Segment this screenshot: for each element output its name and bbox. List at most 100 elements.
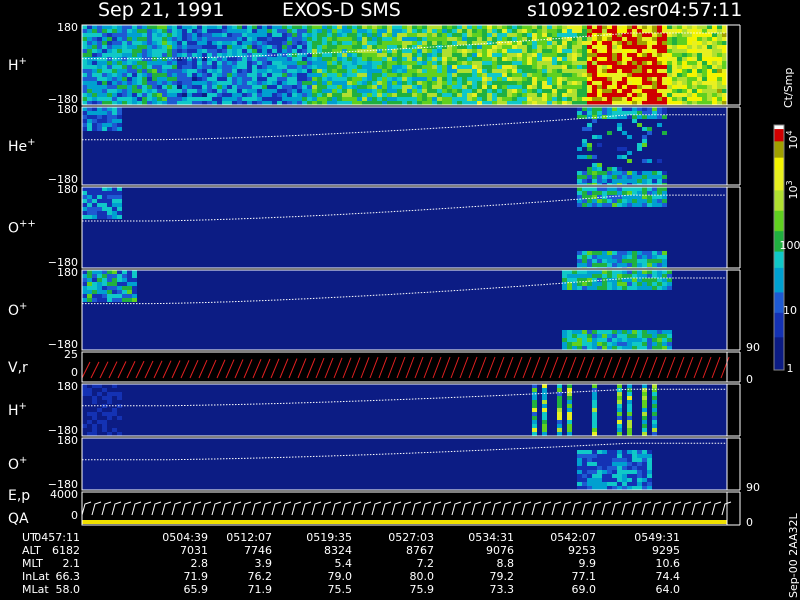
spectrogram-cell: [672, 101, 677, 105]
spectrogram-cell: [97, 53, 102, 57]
spectrogram-cell: [697, 65, 702, 69]
spectrogram-cell: [542, 392, 547, 396]
spectrogram-cell: [482, 73, 487, 77]
spectrogram-cell: [562, 286, 567, 290]
spectrogram-cell: [242, 77, 247, 81]
spectrogram-cell: [277, 97, 282, 101]
spectrogram-cell: [477, 57, 482, 61]
spectrogram-cell: [647, 346, 652, 350]
spectrogram-cell: [472, 29, 477, 33]
spectrogram-cell: [347, 45, 352, 49]
spectrogram-cell: [627, 199, 632, 203]
spectrogram-cell: [247, 93, 252, 97]
spectrogram-cell: [637, 77, 642, 81]
spectrogram-cell: [367, 49, 372, 53]
spectrogram-cell: [637, 85, 642, 89]
spectrogram-cell: [127, 37, 132, 41]
spectrogram-cell: [602, 45, 607, 49]
spectrogram-cell: [227, 33, 232, 37]
spectrogram-cell: [602, 69, 607, 73]
spectrogram-cell: [167, 93, 172, 97]
spectrogram-cell: [597, 25, 602, 29]
spectrogram-cell: [342, 53, 347, 57]
table-cell: 10.6: [656, 557, 681, 570]
spectrogram-cell: [652, 45, 657, 49]
spectrogram-cell: [577, 77, 582, 81]
spectrogram-cell: [617, 195, 622, 199]
spectrogram-cell: [637, 179, 642, 183]
spectrogram-cell: [117, 392, 122, 396]
spectrogram-cell: [142, 25, 147, 29]
spectrogram-cell: [582, 191, 587, 195]
spectrogram-cell: [322, 93, 327, 97]
spectrogram-cell: [267, 93, 272, 97]
spectrogram-cell: [222, 25, 227, 29]
spectrogram-cell: [357, 25, 362, 29]
spectrogram-cell: [332, 41, 337, 45]
spectrogram-cell: [117, 211, 122, 215]
spectrogram-cell: [682, 101, 687, 105]
spectrogram-cell: [297, 97, 302, 101]
spectrogram-cell: [717, 81, 722, 85]
spectrogram-cell: [197, 85, 202, 89]
spectrogram-cell: [657, 93, 662, 97]
spectrogram-cell: [462, 25, 467, 29]
spectrogram-cell: [267, 57, 272, 61]
colorbar-cell: [774, 296, 784, 302]
spectrogram-cell: [522, 97, 527, 101]
spectrogram-cell: [122, 286, 127, 290]
spectrogram-cell: [707, 61, 712, 65]
spectrogram-cell: [612, 115, 617, 119]
spectrogram-cell: [577, 25, 582, 29]
spectrogram-cell: [537, 45, 542, 49]
spectrogram-cell: [437, 41, 442, 45]
spectrogram-cell: [502, 41, 507, 45]
spectrogram-cell: [87, 65, 92, 69]
spectrogram-cell: [592, 61, 597, 65]
spectrogram-cell: [107, 424, 112, 428]
spectrogram-cell: [712, 29, 717, 33]
spectrogram-cell: [597, 29, 602, 33]
spectrogram-cell: [347, 25, 352, 29]
spectrogram-cell: [602, 81, 607, 85]
spectrogram-cell: [577, 147, 582, 151]
spectrogram-cell: [577, 199, 582, 203]
table-cell: 69.0: [572, 583, 597, 596]
spectrogram-cell: [637, 462, 642, 466]
spectrogram-cell: [102, 270, 107, 274]
spectrogram-cell: [427, 69, 432, 73]
spectrogram-cell: [627, 482, 632, 486]
spectrogram-cell: [602, 270, 607, 274]
spectrogram-cell: [262, 41, 267, 45]
spectrogram-cell: [677, 93, 682, 97]
spectrogram-cell: [677, 81, 682, 85]
spectrogram-cell: [112, 61, 117, 65]
spectrogram-cell: [612, 486, 617, 490]
spectrogram-cell: [87, 286, 92, 290]
spectrogram-cell: [97, 107, 102, 111]
spectrogram-cell: [642, 69, 647, 73]
spectrogram-cell: [637, 486, 642, 490]
spectrogram-cell: [467, 25, 472, 29]
spectrogram-cell: [272, 69, 277, 73]
spectrogram-cell: [627, 274, 632, 278]
spectrogram-cell: [327, 81, 332, 85]
spectrogram-cell: [637, 195, 642, 199]
spectrogram-cell: [237, 29, 242, 33]
spectrogram-cell: [592, 73, 597, 77]
spectrogram-cell: [667, 69, 672, 73]
spectrogram-cell: [487, 33, 492, 37]
spectrogram-cell: [257, 73, 262, 77]
spectrogram-cell: [582, 346, 587, 350]
spectrogram-cell: [187, 49, 192, 53]
spectrogram-cell: [417, 25, 422, 29]
spectrogram-cell: [637, 33, 642, 37]
spectrogram-cell: [122, 65, 127, 69]
spectrogram-cell: [562, 29, 567, 33]
spectrogram-cell: [162, 101, 167, 105]
spectrogram-cell: [632, 482, 637, 486]
spectrogram-cell: [167, 61, 172, 65]
spectrogram-cell: [117, 298, 122, 302]
spectrogram-cell: [312, 81, 317, 85]
spectrogram-cell: [677, 61, 682, 65]
